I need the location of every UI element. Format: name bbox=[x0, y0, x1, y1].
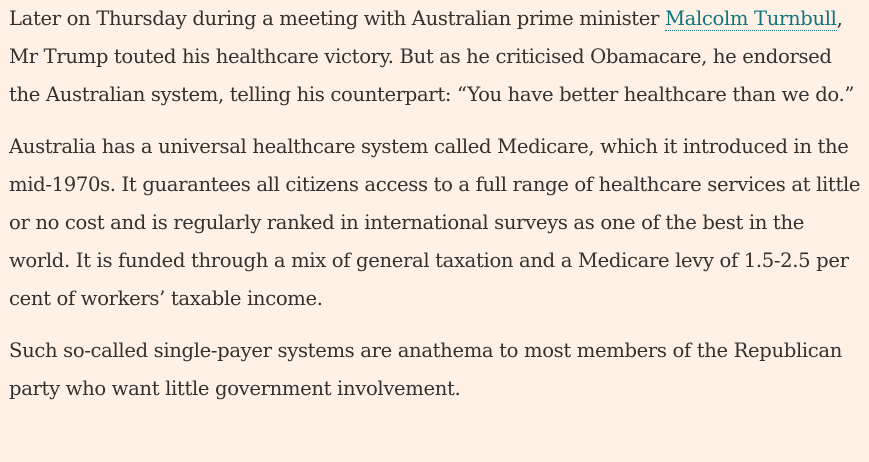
paragraph-text: Later on Thursday during a meeting with … bbox=[9, 7, 665, 30]
article-body: Later on Thursday during a meeting with … bbox=[9, 0, 861, 422]
paragraph-text: , Mr Trump touted his healthcare victory… bbox=[9, 7, 855, 106]
article-paragraph: Such so-called single-payer systems are … bbox=[9, 339, 843, 400]
article-paragraph: Later on Thursday during a meeting with … bbox=[9, 0, 861, 114]
malcolm-turnbull-link[interactable]: Malcolm Turnbull bbox=[664, 7, 837, 31]
article-paragraph: Australia has a universal healthcare sys… bbox=[9, 135, 861, 310]
